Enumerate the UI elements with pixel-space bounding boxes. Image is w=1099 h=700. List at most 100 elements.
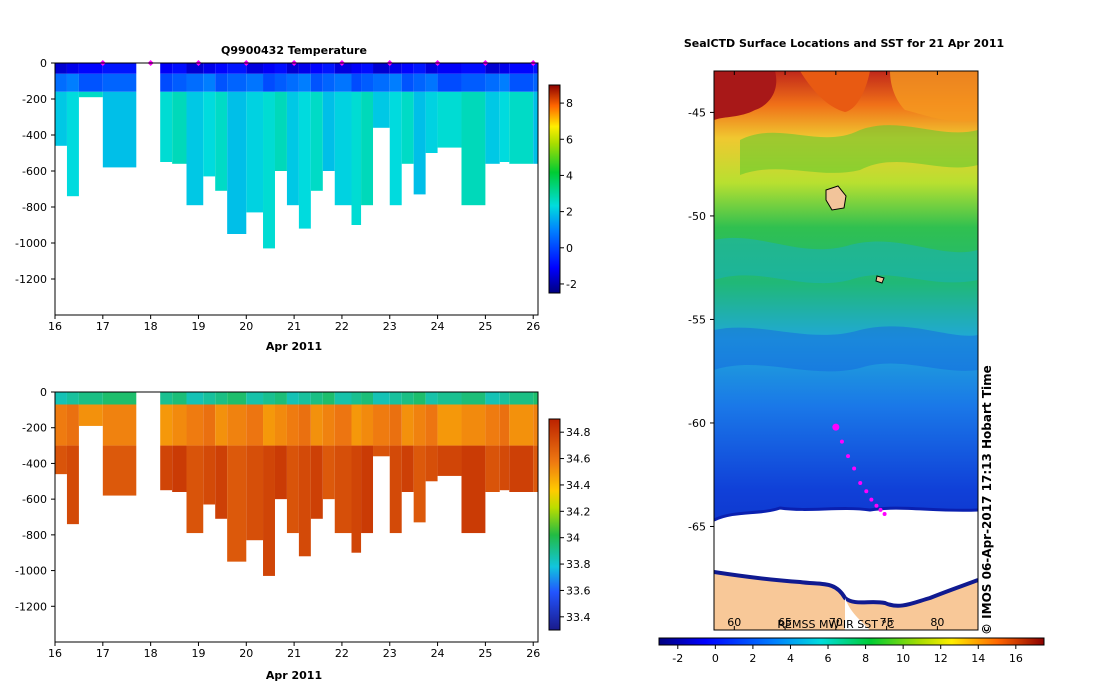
profile-cell [246,73,264,92]
x-tick-label: 23 [383,647,397,660]
colorbar-tick-label: 34.2 [566,505,591,518]
profile-cell [322,445,335,500]
sst-source-label: REMSS MW-IR SST °C [777,618,895,631]
track-point [874,503,879,508]
profile-cell [413,63,426,74]
lon-tick-label: 60 [727,616,741,629]
seal-track [832,423,887,517]
y-tick-label: -800 [22,201,47,214]
track-point [882,512,887,517]
profile-cell [389,404,402,446]
profile-cell [310,445,323,519]
profile-cell [246,392,264,405]
profile-cell [361,63,374,74]
profile-cell [361,73,374,92]
profile-cell [351,63,362,74]
profile-cell [227,91,247,234]
x-tick-label: 16 [48,320,62,333]
profile-cell [373,91,390,128]
profile-cell [286,91,299,206]
sst-colorbar-tick-label: 14 [971,652,985,665]
profile-cell [66,63,79,74]
profile-cell [298,392,311,405]
profile-cell [334,392,352,405]
profile-cell [186,392,204,405]
profile-cell [246,91,264,213]
profile-cell [485,392,500,405]
track-point [869,497,874,502]
profile-cell [425,404,438,446]
profile-cell [389,91,402,206]
profile-cell [160,91,173,162]
sst-colorbar-tick-label: 0 [712,652,719,665]
profile-cell [274,404,287,446]
y-tick-label: -400 [22,129,47,142]
lon-tick-label: 65 [778,616,792,629]
track-point [878,507,883,512]
lon-tick-label: 75 [880,616,894,629]
track-point [846,454,851,459]
plot-frame [54,391,539,643]
profile-cell [227,392,247,405]
x-tick-label: 22 [335,320,349,333]
colorbar-tick-label: 33.4 [566,611,591,624]
y-tick-label: -600 [22,165,47,178]
profile-cell [215,63,228,74]
profile-cell [509,404,534,446]
profile-cell [160,63,173,74]
profile-cell [437,91,462,148]
sst-colorbar-tick-label: 6 [825,652,832,665]
profile-cell [102,404,137,446]
colorbar-tick-label: 34.4 [566,479,591,492]
profile-cell [437,73,462,92]
profile-cell [310,392,323,405]
profile-cell [334,91,352,206]
profile-cell [485,73,500,92]
profile-cell [246,63,264,74]
profile-cell [298,91,311,229]
profile-cell [310,91,323,191]
x-tick-label: 20 [239,320,253,333]
x-tick-label: 19 [191,647,205,660]
profile-cell [437,63,462,74]
track-point [839,439,844,444]
profile-cell [401,404,414,446]
track-point [852,466,857,471]
profile-cell [172,91,187,164]
profile-cell [160,73,173,92]
profile-cell [509,91,534,164]
profile-cell [334,445,352,534]
sst-colorbar-tick-label: -2 [672,652,683,665]
profile-cell [66,91,79,197]
profile-cell [55,63,67,74]
profile-cell [215,404,228,446]
profile-cell [78,63,103,74]
sst-map-frame [713,70,979,631]
profile-cell [227,73,247,92]
profile-cell [246,445,264,541]
profile-cell [203,392,216,405]
profile-cell [322,392,335,405]
profile-cell [499,73,510,92]
profile-cell [533,91,538,164]
profile-cell [322,73,335,92]
x-tick-label: 20 [239,647,253,660]
profile-cell [298,445,311,557]
salinity-axes: 16 17 18 19 20 21 22 23 24 25 26 0 -200 -400 -600 -800 -… [15,386,540,660]
profile-cell [55,445,67,475]
profile-cell [413,91,426,195]
x-tick-label: 18 [144,647,158,660]
profile-cell [373,392,390,405]
profile-cell [533,63,538,74]
x-tick-label: 17 [96,647,110,660]
profile-cell [66,445,79,525]
profile-cell [437,404,462,446]
profile-cell [160,445,173,491]
salinity-colorbar-ticks: 34.8 34.6 34.4 34.2 34 33.8 33.6 33.4 [560,426,591,624]
profile-cell [334,404,352,446]
profile-cell [533,445,538,492]
profile-cell [461,63,486,74]
profile-cell [186,63,204,74]
temp-profile-cells [55,63,538,249]
